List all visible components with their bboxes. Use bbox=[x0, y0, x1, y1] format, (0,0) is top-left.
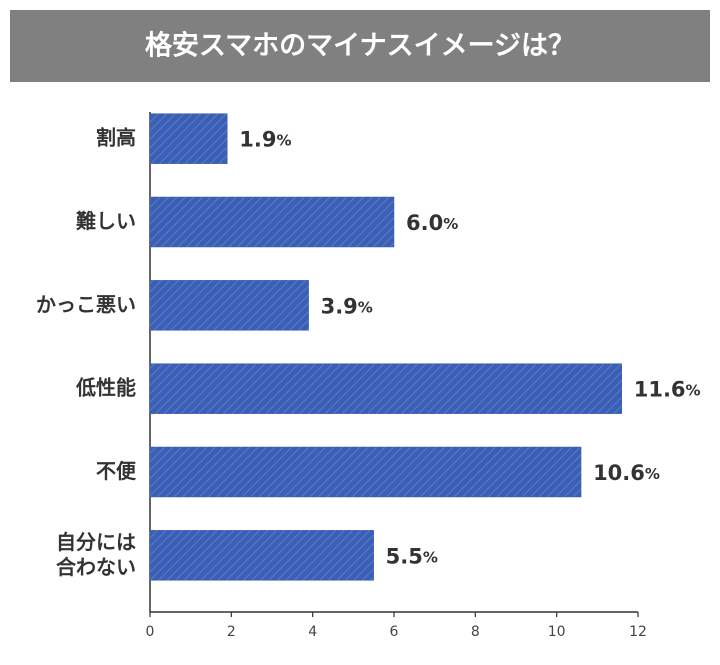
y-tick-label: 難しい bbox=[76, 209, 136, 233]
x-tick-label: 8 bbox=[471, 624, 480, 640]
x-tick-label: 10 bbox=[548, 624, 566, 640]
value-label: 11.6% bbox=[634, 378, 701, 402]
bar bbox=[149, 530, 374, 581]
chart-title: 格安スマホのマイナスイメージは？ bbox=[145, 31, 575, 62]
y-tick-label: かっこ悪い bbox=[36, 292, 136, 316]
y-tick-label: 不便 bbox=[96, 459, 137, 483]
y-tick-label: 自分には合わない bbox=[56, 529, 136, 578]
bar bbox=[149, 280, 309, 331]
title-banner bbox=[10, 10, 710, 82]
value-label: 3.9% bbox=[321, 294, 373, 318]
x-tick-label: 0 bbox=[146, 624, 155, 640]
value-label: 5.5% bbox=[386, 544, 438, 568]
value-label: 6.0% bbox=[406, 211, 458, 235]
y-tick-label: 低性能 bbox=[75, 375, 136, 399]
bar bbox=[149, 363, 622, 414]
value-label: 10.6% bbox=[593, 461, 660, 485]
x-tick-label: 12 bbox=[629, 624, 647, 640]
bar bbox=[149, 113, 228, 164]
bar bbox=[149, 446, 582, 498]
x-tick-label: 6 bbox=[390, 624, 399, 640]
bar bbox=[149, 196, 395, 248]
x-tick-label: 4 bbox=[308, 624, 317, 640]
x-tick-label: 2 bbox=[227, 624, 236, 640]
value-label: 1.9% bbox=[239, 128, 291, 152]
y-tick-label: 割高 bbox=[96, 125, 136, 149]
